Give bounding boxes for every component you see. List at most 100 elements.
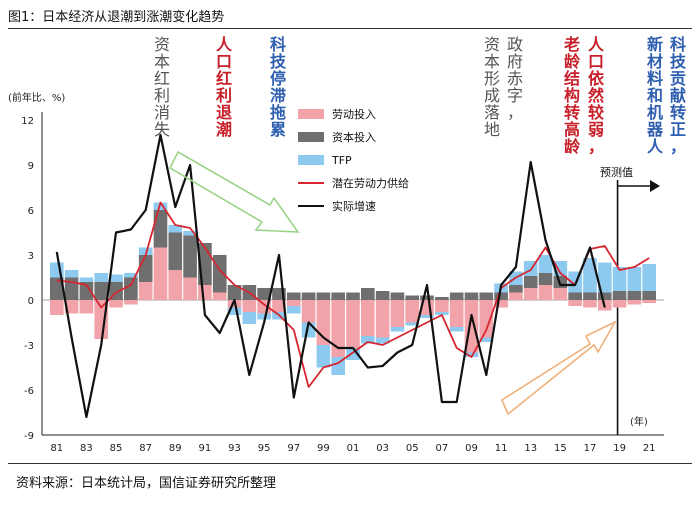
- bar-labor: [168, 270, 183, 300]
- chart: 12 9 6 3 0 -3 -6 -9 81 83 85 87 89 91 93 95 97 99 01 03 05 07…: [8, 35, 687, 454]
- lines-layer: [55, 133, 650, 419]
- bar-labor: [538, 285, 553, 300]
- x-axis-label: (年): [630, 415, 648, 428]
- bar-tfp: [124, 273, 138, 278]
- bar-tfp: [242, 312, 257, 324]
- bar-capital: [375, 291, 390, 300]
- forecast-label: 预测值: [600, 166, 633, 179]
- x-tick-label: 97: [287, 443, 300, 454]
- bar-labor: [612, 300, 627, 308]
- bar-capital: [286, 292, 301, 300]
- source-rule: [8, 463, 692, 464]
- bar-labor: [212, 292, 227, 300]
- annotation-1: 资本红利消失: [154, 35, 170, 139]
- legend-tfp-label: TFP: [331, 154, 352, 167]
- x-tick-label: 05: [406, 443, 419, 454]
- figure-title: 图1：日本经济从退潮到涨潮变化趋势: [8, 10, 225, 25]
- bar-labor: [242, 300, 257, 312]
- bar-capital: [612, 291, 627, 300]
- bar-labor: [553, 288, 568, 300]
- bar-tfp: [405, 322, 420, 326]
- legend-tfp-swatch: [298, 155, 324, 165]
- bar-capital: [360, 288, 375, 300]
- y-tick-label: -9: [24, 431, 34, 442]
- bar-tfp: [183, 231, 197, 236]
- y-tick-label: 6: [28, 206, 34, 217]
- bar-tfp: [227, 307, 242, 315]
- x-tick-label: 87: [139, 443, 152, 454]
- y-tick-label: 3: [28, 251, 34, 262]
- y-tick-label: -6: [24, 386, 34, 397]
- x-tick-label: 15: [554, 443, 567, 454]
- bar-labor: [153, 247, 168, 300]
- bar-capital: [583, 292, 597, 300]
- bar-labor: [94, 300, 109, 339]
- bar-labor: [509, 292, 523, 300]
- bar-labor: [79, 300, 94, 314]
- bar-labor: [109, 300, 123, 308]
- annotation-9: 科技贡献转正，: [670, 35, 687, 156]
- bar-labor: [286, 300, 301, 306]
- bar-tfp: [627, 267, 642, 291]
- bar-tfp: [109, 274, 123, 282]
- bar-tfp: [464, 352, 479, 357]
- bar-capital: [479, 292, 494, 300]
- x-tick-label: 93: [228, 443, 241, 454]
- title-rule: [8, 28, 692, 29]
- bar-tfp: [612, 267, 627, 291]
- bar-capital: [94, 282, 109, 300]
- bar-tfp: [583, 258, 597, 293]
- bar-capital: [435, 297, 449, 300]
- bar-tfp: [420, 315, 434, 318]
- bar-capital: [138, 255, 153, 282]
- annotation-2: 人口红利退潮: [216, 35, 233, 139]
- bar-labor: [390, 300, 405, 327]
- bar-tfp: [597, 262, 612, 293]
- bar-labor: [124, 300, 138, 305]
- bar-labor: [64, 300, 79, 314]
- y-tick-label: 0: [28, 296, 34, 307]
- bar-capital: [257, 288, 271, 300]
- bar-capital: [49, 277, 64, 300]
- trend-arrows: [168, 150, 617, 416]
- bar-capital: [153, 210, 168, 248]
- annotation-7: 人口依然较弱，: [588, 35, 605, 156]
- bar-labor: [479, 300, 494, 338]
- orange-up-arrow: [500, 320, 617, 416]
- x-tick-label: 11: [495, 443, 508, 454]
- y-tick-label: 9: [28, 161, 34, 172]
- annotation-6: 老龄结构转高龄: [563, 35, 581, 156]
- bar-labor: [494, 300, 508, 308]
- bar-capital: [420, 295, 434, 300]
- bar-capital: [79, 282, 94, 300]
- x-tick-label: 01: [347, 443, 360, 454]
- x-tick-label: 91: [199, 443, 212, 454]
- bar-labor: [49, 300, 64, 315]
- bar-tfp: [479, 337, 494, 342]
- bar-capital: [124, 277, 138, 300]
- bar-capital: [316, 292, 331, 300]
- bar-labor: [523, 288, 538, 300]
- bar-tfp: [138, 247, 153, 255]
- annotation-3: 科技停滞拖累: [270, 35, 287, 139]
- bar-capital: [642, 291, 657, 300]
- bar-capital: [183, 235, 197, 278]
- bar-tfp: [153, 202, 168, 210]
- bar-tfp: [257, 313, 271, 320]
- x-tick-label: 09: [465, 443, 478, 454]
- bar-capital: [627, 291, 642, 300]
- bar-labor: [301, 300, 316, 323]
- legend-capital-label: 资本投入: [332, 130, 376, 144]
- bar-tfp: [449, 327, 464, 332]
- bar-capital: [301, 292, 316, 300]
- bar-labor: [198, 285, 212, 300]
- bar-tfp: [375, 337, 390, 344]
- bar-labor: [272, 300, 286, 312]
- bar-tfp: [64, 270, 79, 278]
- x-tick-label: 19: [613, 443, 626, 454]
- bar-tfp: [360, 336, 375, 344]
- bar-tfp: [390, 327, 405, 332]
- bar-labor: [331, 300, 346, 357]
